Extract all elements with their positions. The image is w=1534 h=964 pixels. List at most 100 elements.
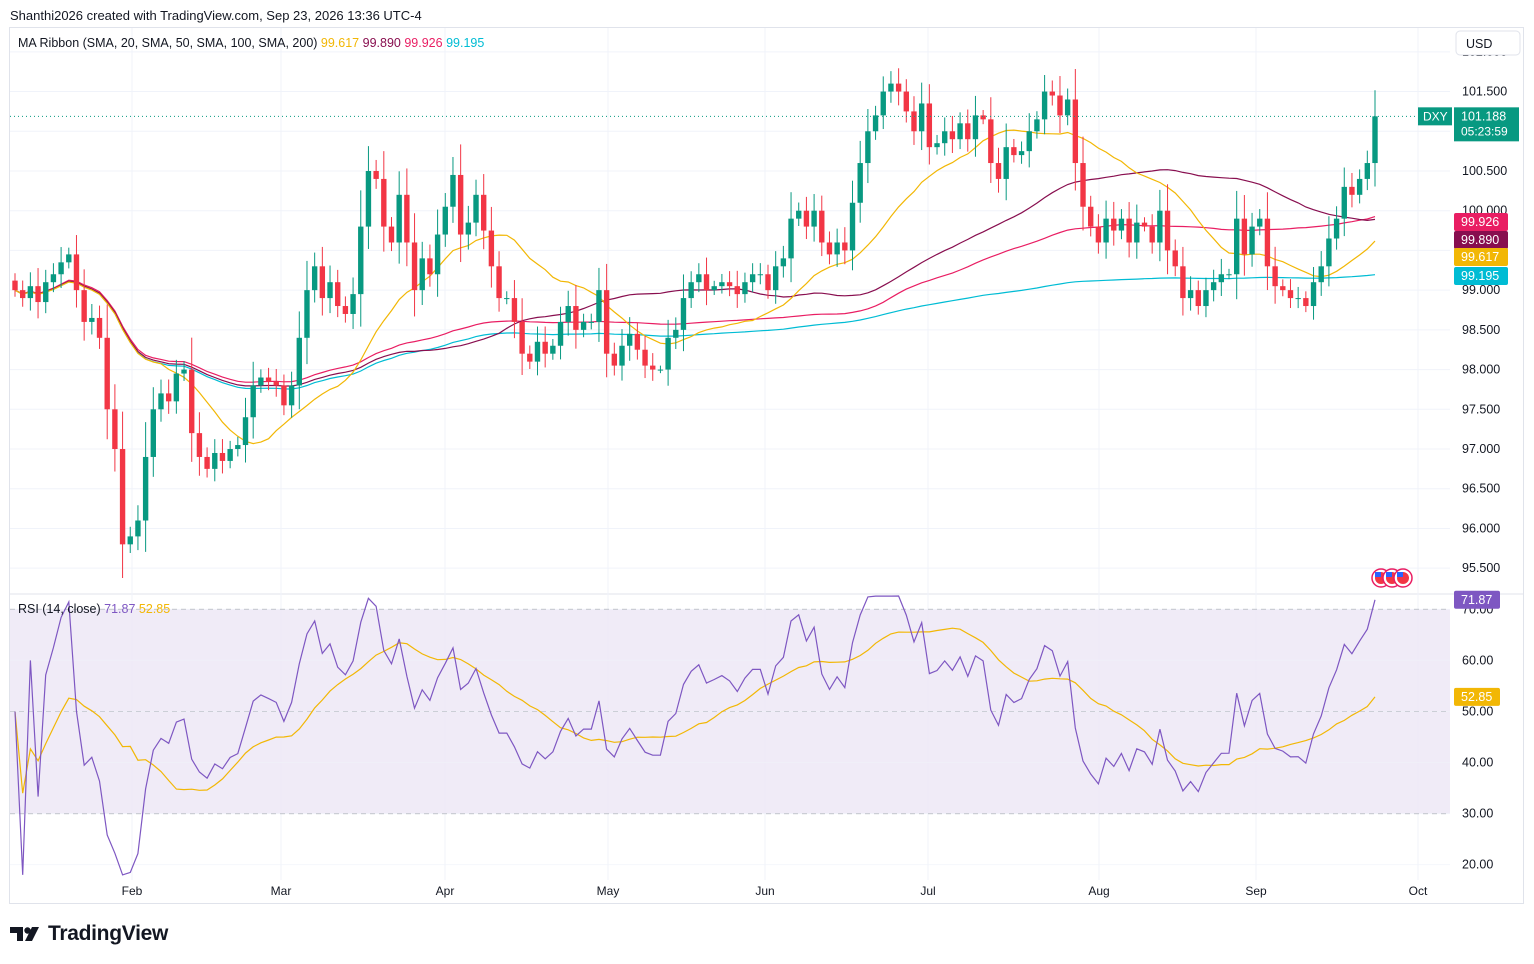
currency-box bbox=[1455, 30, 1521, 56]
x-tick-label: Aug bbox=[1088, 884, 1109, 898]
candle-body bbox=[688, 282, 694, 299]
candle-body bbox=[1326, 238, 1332, 267]
candle-body bbox=[411, 242, 418, 291]
x-tick-label: Jun bbox=[755, 884, 774, 898]
candle-body bbox=[1333, 218, 1340, 239]
candle-body bbox=[1011, 147, 1017, 156]
candle-body bbox=[588, 321, 594, 323]
candle-body bbox=[496, 266, 502, 299]
candle-body bbox=[273, 381, 279, 386]
candle-body bbox=[481, 194, 487, 231]
candle-body bbox=[388, 226, 395, 243]
candle-body bbox=[749, 274, 756, 283]
candle-body bbox=[1088, 206, 1094, 227]
candle-body bbox=[819, 210, 825, 243]
candle-body bbox=[358, 226, 364, 295]
candle-body bbox=[542, 341, 548, 354]
candle-body bbox=[665, 337, 671, 370]
candle-body bbox=[650, 365, 656, 370]
candle-body bbox=[519, 321, 525, 354]
candle-body bbox=[772, 266, 779, 291]
ma-value-tag-text: 99.926 bbox=[1461, 215, 1499, 229]
last-price-text: 101.188 bbox=[1461, 109, 1506, 123]
price-tick-label: 97.000 bbox=[1462, 442, 1500, 456]
candle-body bbox=[865, 131, 871, 164]
candle-body bbox=[473, 194, 479, 223]
candle-body bbox=[1049, 91, 1055, 96]
candle-body bbox=[142, 456, 149, 521]
candle-body bbox=[1057, 95, 1063, 116]
candle-body bbox=[796, 210, 802, 219]
price-tick-label: 96.500 bbox=[1462, 482, 1500, 496]
candle-body bbox=[957, 123, 963, 140]
candle-body bbox=[281, 385, 287, 406]
candle-body bbox=[1280, 286, 1286, 291]
candle-body bbox=[942, 131, 948, 144]
candle-body bbox=[450, 174, 456, 207]
candle-body bbox=[788, 218, 794, 259]
candle-body bbox=[196, 433, 203, 457]
rsi-line bbox=[14, 595, 1376, 876]
candle-body bbox=[1095, 226, 1102, 243]
candle-body bbox=[488, 230, 495, 267]
candle-body bbox=[703, 274, 710, 291]
rsi-legend-value: 52.85 bbox=[139, 602, 170, 616]
x-tick-label: Oct bbox=[1409, 884, 1428, 898]
candle-body bbox=[1210, 282, 1217, 291]
main-legend: MA Ribbon (SMA, 20, SMA, 50, SMA, 100, S… bbox=[18, 36, 484, 50]
candle-body bbox=[988, 119, 994, 164]
sma-20-line bbox=[14, 129, 1376, 445]
rsi-value-tag bbox=[1454, 590, 1500, 609]
currency-label: USD bbox=[1466, 37, 1492, 51]
us-flag-icon bbox=[1393, 568, 1413, 588]
candle-body bbox=[1226, 274, 1232, 276]
price-tick-label: 98.500 bbox=[1462, 323, 1500, 337]
candle-body bbox=[1026, 131, 1032, 152]
sma-100-line bbox=[14, 216, 1376, 383]
ma-value-tag bbox=[1454, 267, 1508, 285]
candle-body bbox=[1318, 266, 1324, 283]
candle-body bbox=[719, 282, 725, 287]
candle-body bbox=[12, 280, 18, 291]
rsi-tick-label: 20.00 bbox=[1462, 858, 1493, 872]
x-tick-label: Mar bbox=[271, 884, 292, 898]
rsi-tick-label: 50.00 bbox=[1462, 704, 1493, 718]
candle-body bbox=[1372, 116, 1378, 164]
candle-body bbox=[872, 115, 879, 132]
candle-body bbox=[89, 317, 95, 322]
candle-body bbox=[150, 409, 156, 457]
candle-body bbox=[235, 445, 241, 450]
candle-body bbox=[550, 345, 556, 354]
candle-body bbox=[596, 290, 602, 322]
candle-body bbox=[250, 385, 256, 418]
candle-body bbox=[742, 282, 748, 295]
candle-body bbox=[527, 353, 533, 362]
candle-body bbox=[457, 174, 464, 235]
main-legend-label: MA Ribbon (SMA, 20, SMA, 50, SMA, 100, S… bbox=[18, 36, 321, 50]
candle-body bbox=[1218, 274, 1225, 283]
candle-body bbox=[811, 210, 817, 227]
candle-body bbox=[165, 393, 172, 402]
ma-value-tag-text: 99.195 bbox=[1461, 269, 1499, 283]
candle-body bbox=[1034, 119, 1040, 132]
sma-50-line bbox=[14, 169, 1376, 387]
candle-body bbox=[1364, 163, 1371, 179]
candle-body bbox=[857, 163, 863, 203]
candle-body bbox=[657, 369, 664, 371]
candle-body bbox=[350, 294, 356, 314]
main-legend-value: 99.926 bbox=[404, 36, 446, 50]
candle-body bbox=[765, 274, 771, 291]
candle-body bbox=[181, 369, 187, 374]
ma-value-tag-text: 99.890 bbox=[1461, 233, 1499, 247]
rsi-legend: RSI (14, close) 71.87 52.85 bbox=[18, 602, 170, 616]
x-tick-label: Jul bbox=[920, 884, 935, 898]
candle-body bbox=[757, 274, 763, 276]
candle-body bbox=[1103, 218, 1109, 243]
candle-body bbox=[1172, 250, 1178, 267]
candle-body bbox=[1272, 266, 1278, 287]
tradingview-logo[interactable]: TradingView bbox=[10, 922, 168, 946]
candle-body bbox=[1164, 210, 1171, 251]
candle-body bbox=[1234, 218, 1240, 275]
candle-body bbox=[288, 385, 295, 406]
